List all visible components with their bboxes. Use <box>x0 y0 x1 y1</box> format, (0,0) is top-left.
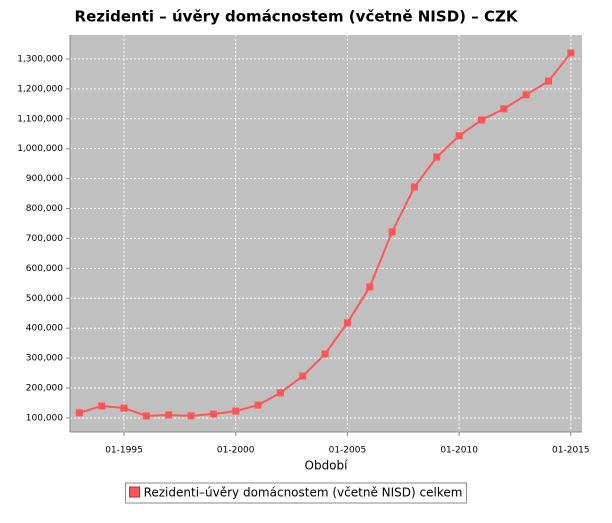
plot-area <box>70 35 582 432</box>
legend-label: Rezidenti–úvěry domácnostem (včetně NISD… <box>144 486 463 500</box>
point <box>276 389 284 397</box>
x-tick-label: 01-2000 <box>217 446 255 456</box>
y-tick-label: 900,000 <box>26 174 63 184</box>
y-tick-label: 400,000 <box>26 324 63 334</box>
point <box>343 319 351 327</box>
y-tick-label: 800,000 <box>26 204 63 214</box>
y-tick-label: 1,200,000 <box>17 84 63 94</box>
y-tick-label: 100,000 <box>26 413 63 423</box>
y-tick-label: 700,000 <box>26 234 63 244</box>
point <box>433 153 441 161</box>
point <box>98 402 106 410</box>
point <box>254 401 262 409</box>
point <box>75 409 83 417</box>
y-tick-label: 300,000 <box>26 354 63 364</box>
point <box>500 105 508 113</box>
point <box>522 91 530 99</box>
legend-swatch <box>129 486 141 498</box>
legend <box>125 482 467 504</box>
point <box>142 412 150 420</box>
y-tick-label: 600,000 <box>26 264 63 274</box>
x-axis-label: Období <box>305 459 349 473</box>
point <box>477 116 485 124</box>
y-tick-label: 1,100,000 <box>17 114 63 124</box>
point <box>232 407 240 415</box>
point <box>299 372 307 380</box>
point <box>187 412 195 420</box>
y-tick-label: 200,000 <box>26 384 63 394</box>
x-tick-label: 01-2015 <box>552 446 590 456</box>
point <box>567 49 575 57</box>
point <box>321 350 329 358</box>
point <box>388 228 396 236</box>
point <box>410 183 418 191</box>
x-tick-label: 01-2010 <box>440 446 478 456</box>
y-tick-label: 500,000 <box>26 294 63 304</box>
point <box>165 411 173 419</box>
point <box>209 410 217 418</box>
x-tick-label: 01-1995 <box>105 446 143 456</box>
point <box>366 283 374 291</box>
y-tick-label: 1,000,000 <box>17 144 63 154</box>
x-tick-label: 01-2005 <box>329 446 367 456</box>
point <box>120 404 128 412</box>
point <box>544 77 552 85</box>
chart-title: Rezidenti – úvěry domácnostem (včetně NI… <box>75 8 519 26</box>
point <box>455 132 463 140</box>
y-tick-label: 1,300,000 <box>17 54 63 64</box>
